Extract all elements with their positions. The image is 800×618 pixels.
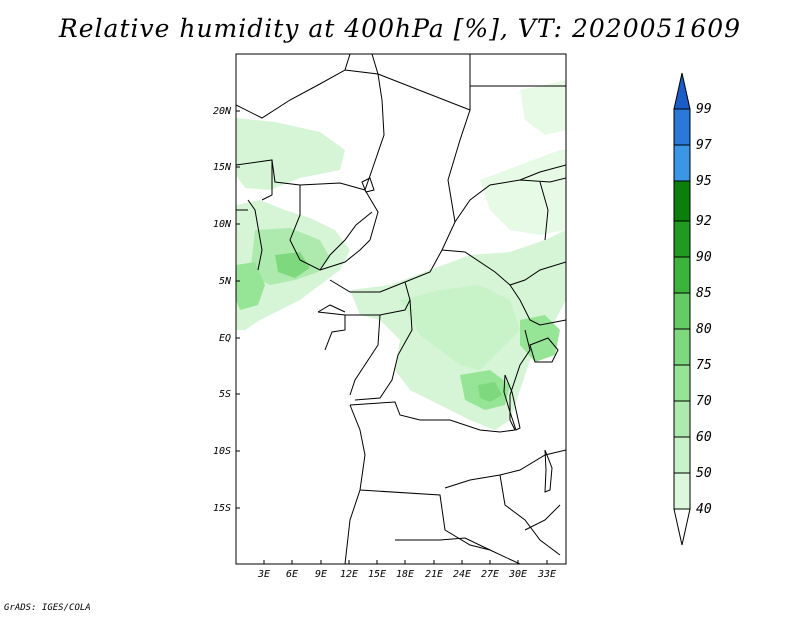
humidity-shading — [236, 80, 566, 430]
lat-tick-label: 5S — [219, 389, 231, 400]
lat-tick-label: 5N — [219, 276, 232, 287]
colorbar-label: 80 — [696, 322, 712, 337]
colorbar-swatch-50-60 — [673, 436, 691, 474]
lon-tick-label: 6E — [286, 569, 298, 580]
colorbar-label: 70 — [696, 394, 712, 409]
lon-tick-label: 30E — [508, 569, 527, 580]
lat-tick-label: 15S — [213, 503, 231, 514]
map-frame — [235, 53, 567, 565]
lake-malawi — [544, 449, 553, 493]
lat-tick-label: 10N — [213, 219, 232, 230]
colorbar-swatch-60-70 — [673, 400, 691, 438]
colorbar-label: 99 — [696, 102, 712, 117]
colorbar-label: 60 — [696, 430, 712, 445]
colorbar-swatch-97-99 — [673, 108, 691, 146]
credit-label: GrADS: IGES/COLA — [4, 603, 91, 613]
humidity-region-congo-core — [400, 285, 520, 370]
humidity-region-lakes-max — [478, 382, 502, 402]
lon-tick-label: 3E — [257, 569, 270, 580]
colorbar-top-triangle — [673, 72, 691, 110]
colorbar-swatch-75-80 — [673, 328, 691, 366]
colorbar-label: 85 — [696, 286, 712, 301]
humidity-region-gulf — [236, 262, 265, 310]
lakes — [361, 177, 559, 493]
lake-victoria — [529, 337, 559, 363]
colorbar: 40 50 60 70 75 80 85 90 92 95 97 99 — [673, 72, 712, 546]
lon-axis: 3E 6E 9E 12E 15E 18E 21E 24E 27E 30E 33E — [257, 560, 556, 580]
colorbar-label: 97 — [696, 138, 712, 153]
humidity-region-northeast-top — [520, 80, 566, 135]
colorbar-label: 75 — [696, 358, 712, 373]
colorbar-swatch-80-85 — [673, 292, 691, 330]
lon-tick-label: 18E — [396, 569, 414, 580]
colorbar-bottom-triangle — [673, 508, 691, 546]
lake-chad — [361, 177, 375, 193]
colorbar-swatch-92-95 — [673, 180, 691, 222]
map-title: Relative humidity at 400hPa [%], VT: 202… — [58, 14, 742, 43]
humidity-region-sahel-west — [236, 118, 345, 190]
lake-tanganyika — [503, 374, 521, 431]
colorbar-label: 50 — [696, 466, 712, 481]
lon-tick-label: 12E — [340, 569, 358, 580]
colorbar-swatch-95-97 — [673, 144, 691, 182]
lon-tick-label: 33E — [537, 569, 556, 580]
colorbar-swatch-90-92 — [673, 220, 691, 258]
colorbar-swatch-85-90 — [673, 256, 691, 294]
lat-tick-label: 15N — [213, 162, 232, 173]
lon-tick-label: 21E — [425, 569, 443, 580]
colorbar-label: 90 — [696, 250, 712, 265]
colorbar-swatch-70-75 — [673, 364, 691, 402]
colorbar-swatch-40-50 — [673, 472, 691, 510]
humidity-region-cameroon-core — [275, 252, 310, 278]
colorbar-label: 95 — [696, 174, 712, 189]
lat-tick-label: EQ — [219, 333, 231, 344]
lon-tick-label: 27E — [481, 569, 499, 580]
lat-tick-label: 10S — [213, 446, 231, 457]
lon-tick-label: 9E — [315, 569, 327, 580]
lat-tick-label: 20N — [213, 106, 232, 117]
lon-tick-label: 24E — [453, 569, 471, 580]
lat-axis: 20N 15N 10N 5N EQ 5S 10S 15S — [213, 106, 240, 514]
humidity-region-northeast — [480, 150, 566, 235]
lon-tick-label: 15E — [368, 569, 386, 580]
colorbar-label: 92 — [696, 214, 712, 229]
colorbar-label: 40 — [696, 502, 712, 517]
country-borders — [236, 54, 566, 564]
